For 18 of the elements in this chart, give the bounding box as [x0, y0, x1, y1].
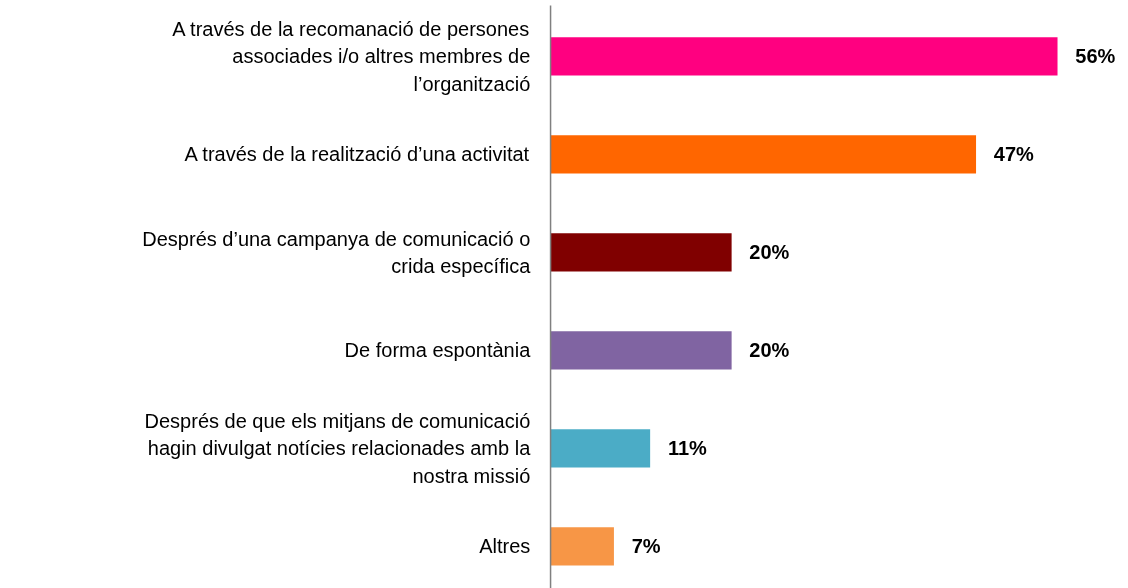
y-tick-label: Altres [479, 535, 531, 558]
y-tick-label: A través de la realització d’una activitat [184, 143, 530, 166]
y-tick-label: De forma espontània [344, 339, 532, 362]
bar [550, 233, 732, 272]
bar [550, 331, 732, 370]
data-label: 56% [1075, 45, 1116, 68]
data-label: 20% [749, 241, 790, 264]
y-tick-label: Després de que els mitjans de comunicació hagin divulgat notícies relacionades amb la nostra missió [144, 409, 532, 487]
bar [550, 37, 1058, 76]
bar [550, 429, 651, 468]
data-label: 47% [993, 143, 1035, 166]
data-label: 20% [749, 339, 790, 362]
y-tick-label: A través de la recomanació de persones associades i/o altres membres de l’organització [172, 17, 531, 95]
y-tick-label: Després d’una campanya de comunicació o crida específica [142, 227, 532, 278]
data-label: 11% [667, 437, 708, 460]
bar [550, 135, 977, 174]
bar [550, 527, 614, 566]
data-label: 7% [631, 535, 661, 558]
